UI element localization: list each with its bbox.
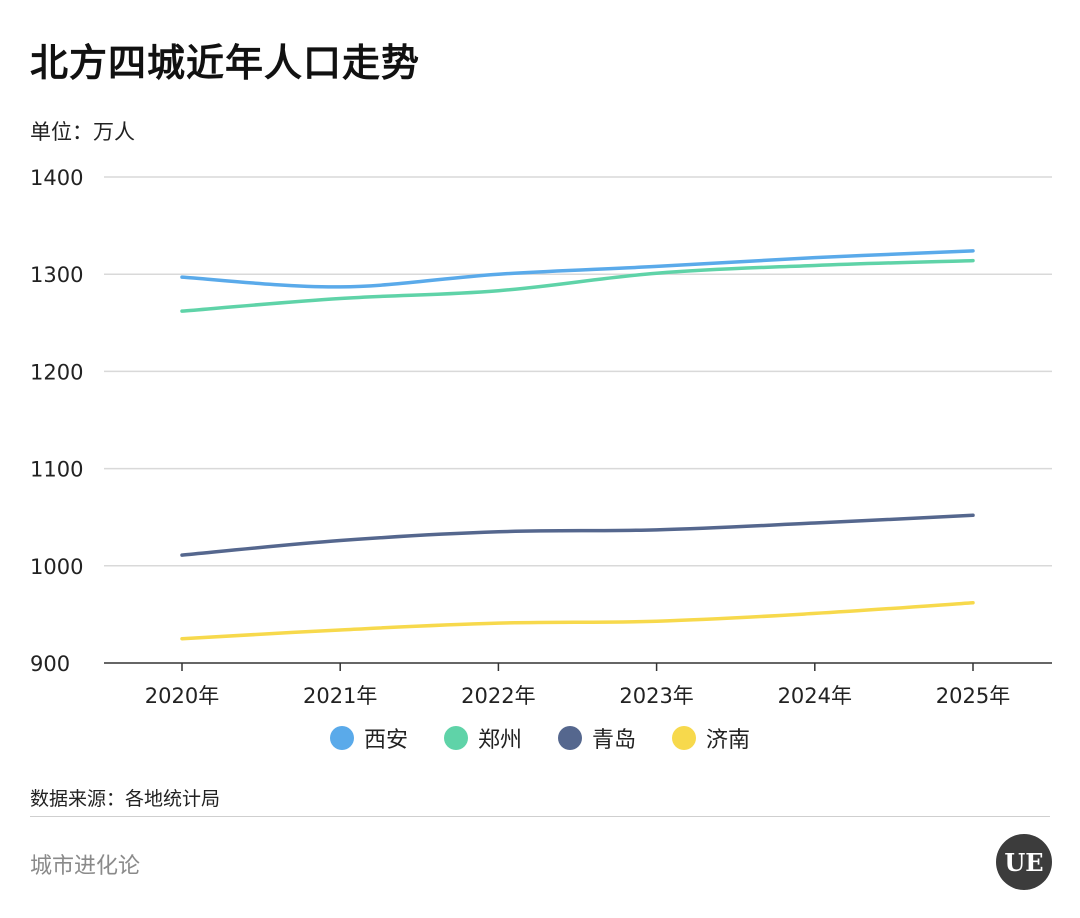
line-chart: 900 1000 1100 1200 1300 1400 2020年 2021年 2022年 20… <box>30 166 1052 708</box>
series-line-1 <box>180 258 975 313</box>
brand-logo: UE <box>996 834 1052 890</box>
legend-item-0: 西安 <box>329 722 408 754</box>
y-tick-label: 1300 <box>30 263 83 287</box>
x-tick-label: 2021年 <box>303 684 377 708</box>
y-tick-label: 1100 <box>30 458 83 482</box>
series-line-2 <box>180 513 975 557</box>
legend-label: 济南 <box>706 728 751 753</box>
legend-item-2: 青岛 <box>558 722 636 754</box>
y-tick-label: 900 <box>30 652 70 676</box>
legend-dot-icon <box>672 726 697 750</box>
footer-brand: 城市进化论 <box>30 854 141 879</box>
legend-label: 西安 <box>363 728 408 753</box>
footer-divider <box>30 816 1050 817</box>
y-tick-label: 1200 <box>30 360 83 384</box>
axes: 900 1000 1100 1200 1300 1400 2020年 2021年 2022年 20… <box>30 166 1052 708</box>
legend-label: 郑州 <box>477 728 522 753</box>
legend-item-3: 济南 <box>672 722 750 754</box>
chart-title: 北方四城近年人口走势 <box>30 41 421 85</box>
y-tick-label: 1400 <box>30 166 83 190</box>
x-tick-label: 2020年 <box>145 684 219 708</box>
data-source: 数据来源：各地统计局 <box>30 788 221 810</box>
legend-dot-icon <box>329 726 354 750</box>
y-tick-label: 1000 <box>30 555 83 579</box>
legend-label: 青岛 <box>592 728 637 753</box>
legend: 西安 郑州 青岛 济南 <box>0 722 1080 754</box>
legend-item-1: 郑州 <box>443 722 522 754</box>
unit-label: 单位：万人 <box>30 120 135 144</box>
x-tick-label: 2023年 <box>619 684 693 708</box>
legend-dot-icon <box>443 726 468 750</box>
x-tick-label: 2024年 <box>778 684 852 708</box>
series-line-3 <box>180 600 975 641</box>
series-lines <box>180 249 975 641</box>
x-tick-label: 2022年 <box>461 684 535 708</box>
grid-lines <box>104 176 1052 567</box>
legend-dot-icon <box>558 726 582 750</box>
series-line-0 <box>180 249 975 289</box>
x-tick-label: 2025年 <box>936 684 1010 708</box>
